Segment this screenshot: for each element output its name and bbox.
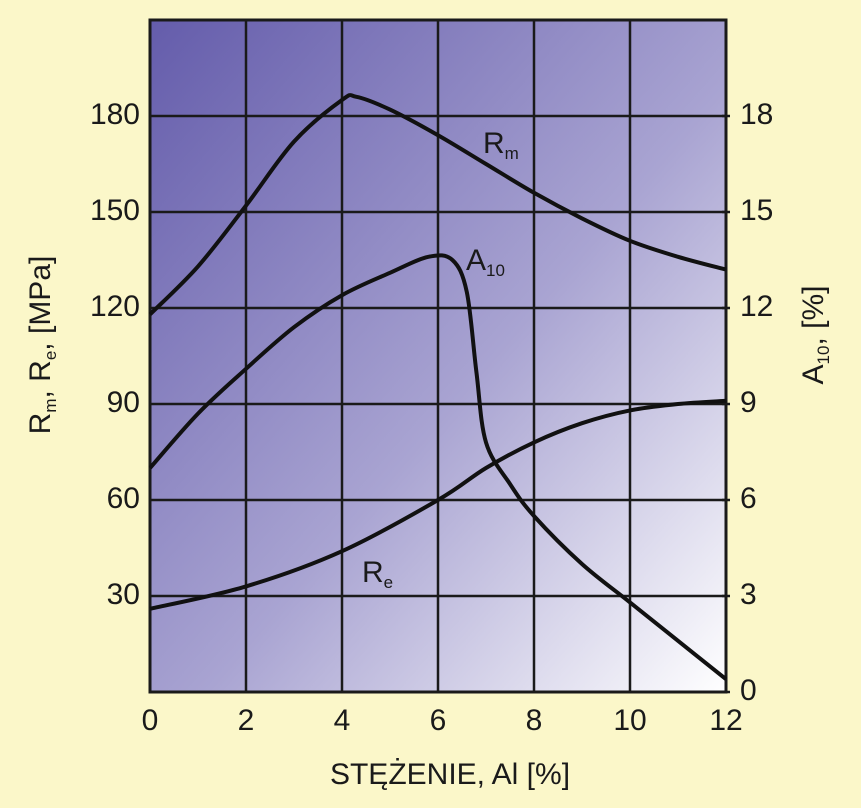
y2-tick-label: 3 [740,578,757,611]
series-line [148,93,727,316]
y-tick-label: 180 [90,98,140,131]
y2-tick-label: 6 [740,482,757,515]
y-tick-label: 150 [90,194,140,227]
label-part: 10 [814,346,833,365]
label-part: e [41,351,60,360]
y2-tick-label: 15 [740,194,773,227]
label-part: , R [24,360,57,398]
x-tick-label: 8 [526,704,543,737]
y2-tick-label: 9 [740,386,757,419]
x-tick-label: 4 [334,704,351,737]
label-part: , [%] [797,286,830,346]
y-axis-label: Rm, Re, [MPa] [24,256,60,435]
x-tick-label: 0 [142,704,159,737]
label-part: , [MPa] [24,256,57,351]
label-part: m [41,399,60,413]
series-name: R [483,127,505,160]
series-label: A10 [466,244,505,280]
series-name-sub: m [505,144,519,163]
y-tick-label: 120 [90,290,140,323]
plot-border [148,18,728,694]
y-tick-label: 90 [107,386,140,419]
series-line [149,398,727,611]
x-tick-label: 10 [613,704,646,737]
y2-tick-label: 12 [740,290,773,323]
series-name-sub: 10 [486,261,505,280]
y-tick-label: 60 [107,482,140,515]
y2-axis-label: A10, [%] [797,286,833,385]
y-tick-label: 30 [107,578,140,611]
series-name: R [362,556,384,589]
series-name-sub: e [384,573,393,592]
y2-tick-label: 0 [740,674,757,707]
x-axis-label: STĘŻENIE, Al [%] [330,758,570,791]
series-name: A [466,244,486,277]
series-label: Rm [483,127,519,163]
y2-tick-label: 18 [740,98,773,131]
x-tick-label: 2 [238,704,255,737]
series-label: Re [362,556,393,592]
x-tick-label: 6 [430,704,447,737]
x-tick-label: 12 [709,704,742,737]
label-part: A [797,364,830,384]
label-part: R [24,413,57,435]
series-line [148,253,728,681]
